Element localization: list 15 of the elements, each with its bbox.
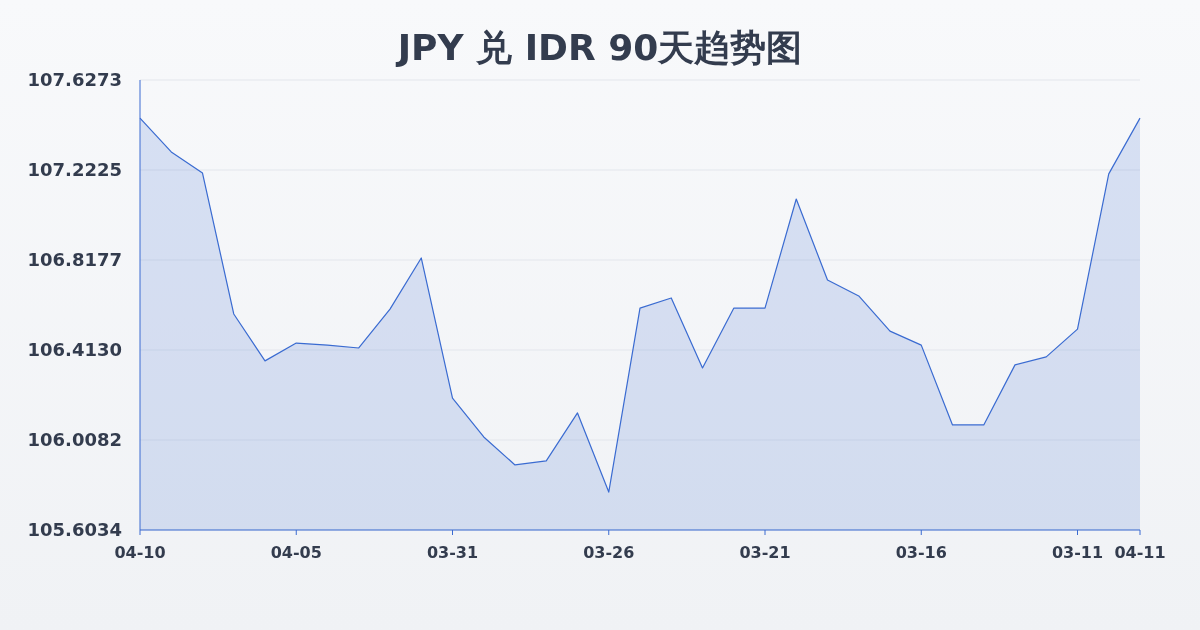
x-tick-label: 03-11 <box>1051 543 1104 562</box>
x-tick-label: 03-21 <box>739 543 791 562</box>
x-tick-label: 04-05 <box>270 543 322 562</box>
y-tick-label: 107.6273 <box>27 69 122 90</box>
x-tick-label: 04-11 <box>1114 543 1166 562</box>
x-tick-label: 03-26 <box>583 543 635 562</box>
y-tick-label: 106.8177 <box>27 249 122 271</box>
chart-title: JPY 兑 IDR 90天趋势图 <box>394 27 803 68</box>
x-tick-label: 03-31 <box>426 543 479 562</box>
y-tick-label: 106.0082 <box>27 429 122 450</box>
y-tick-label: 105.6034 <box>27 519 122 540</box>
x-tick-label: 03-16 <box>895 543 947 562</box>
y-tick-label: 106.4130 <box>27 338 122 360</box>
x-tick-label: 04-10 <box>114 543 166 562</box>
y-tick-label: 107.2225 <box>27 159 122 180</box>
